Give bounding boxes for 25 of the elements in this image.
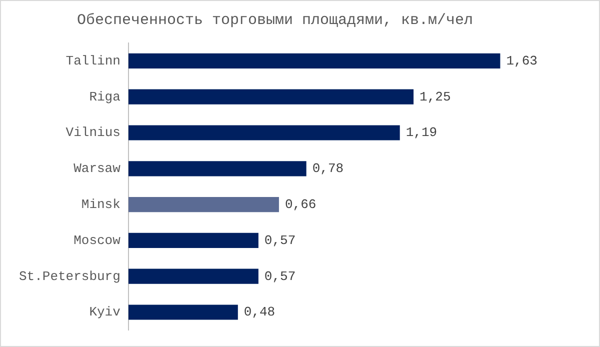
bar (128, 125, 400, 140)
y-tick-label: Vilnius (66, 125, 120, 140)
data-label: 0,57 (264, 268, 296, 284)
data-label: 1,19 (406, 125, 438, 140)
data-label: 0,78 (312, 161, 344, 176)
data-label: 1,25 (420, 89, 451, 104)
data-label: 0,57 (264, 232, 296, 248)
data-label: 1,63 (506, 53, 538, 68)
y-tick-label: Minsk (81, 196, 121, 212)
y-tick-label: Tallinn (66, 53, 120, 68)
bar (128, 197, 279, 212)
bar (128, 304, 238, 320)
data-label: 0,66 (284, 196, 316, 212)
bar (128, 161, 306, 176)
bar (128, 89, 414, 104)
bar (128, 53, 500, 68)
y-tick-label: Warsaw (74, 161, 121, 176)
y-tick-label: Moscow (74, 232, 121, 248)
data-label: 0,48 (244, 304, 276, 320)
y-tick-label: St.Petersburg (18, 268, 120, 284)
y-tick-label: Riga (89, 89, 121, 104)
bar (128, 232, 258, 248)
y-tick-label: Kyiv (89, 304, 121, 320)
bar (128, 268, 258, 284)
chart-title: Обеспеченность торговыми площадями, кв.м/чел (76, 12, 474, 29)
